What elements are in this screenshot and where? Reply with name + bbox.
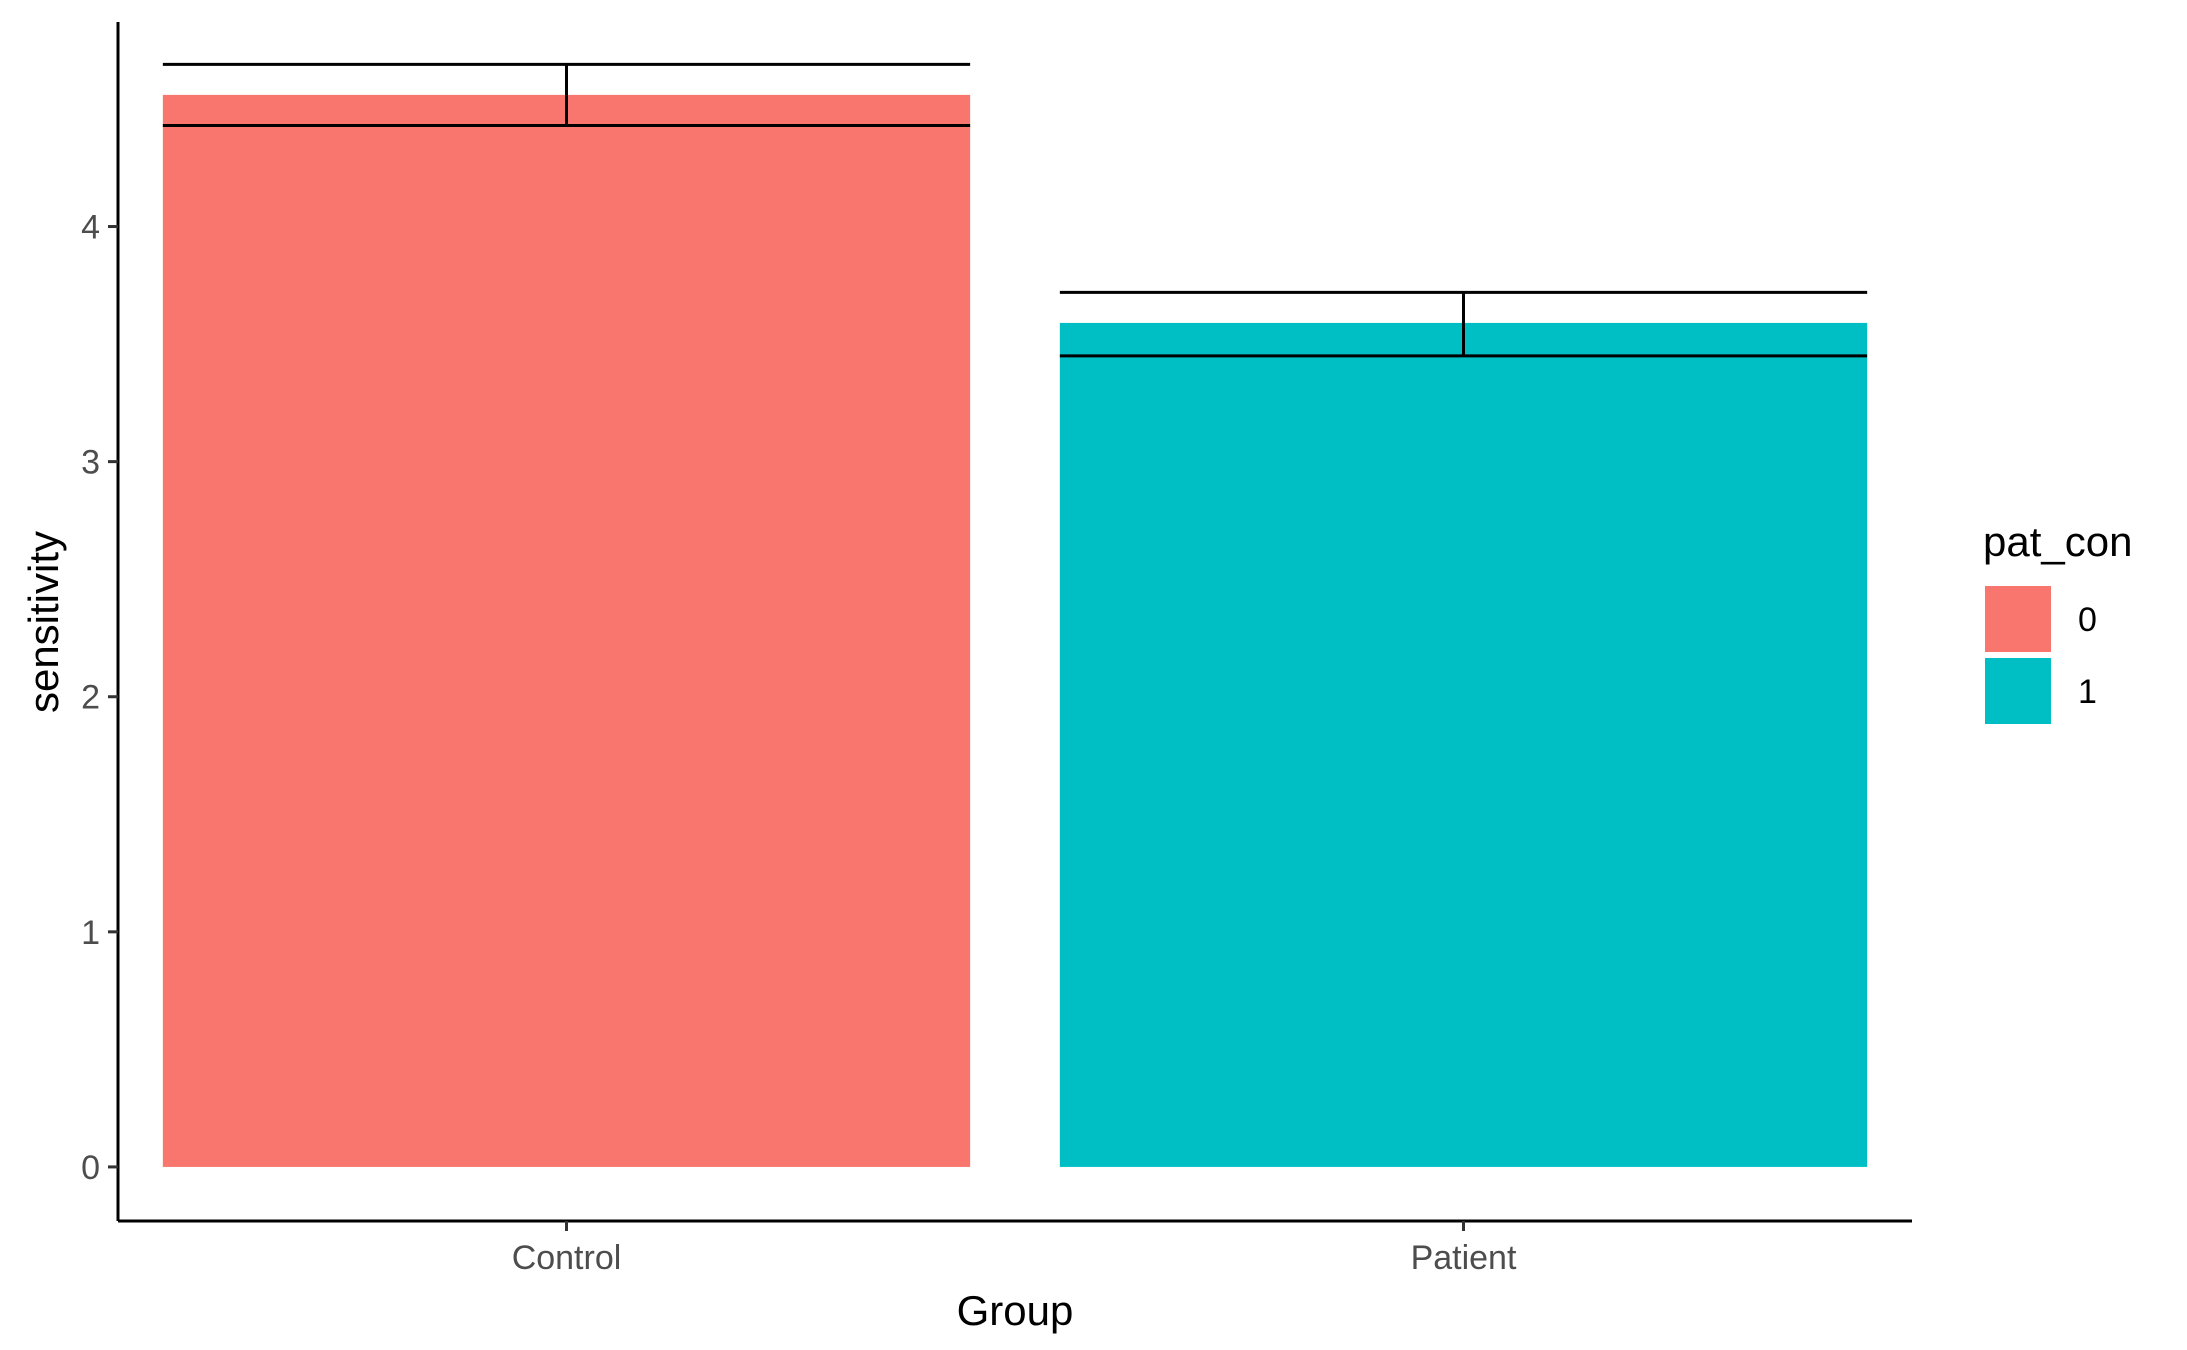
bar-patient [1059, 322, 1868, 1167]
y-tick-label: 0 [81, 1149, 100, 1187]
y-tick-label: 2 [81, 679, 100, 717]
legend-entries: 01 [1985, 586, 2097, 724]
y-tick-label: 3 [81, 444, 100, 482]
y-axis-title: sensitivity [20, 531, 67, 713]
legend-key [1985, 586, 2051, 652]
legend-key [1985, 658, 2051, 724]
axes-layer [116, 22, 1912, 1223]
x-tick-label: Control [512, 1239, 622, 1277]
y-tick-label: 1 [81, 914, 100, 952]
error-bars-layer [162, 62, 1868, 358]
x-tick-label: Patient [1411, 1239, 1517, 1277]
legend-label: 0 [2078, 601, 2097, 639]
error-bar-control [162, 62, 971, 127]
legend-entry-0: 0 [1985, 586, 2097, 652]
error-bar-patient [1059, 290, 1868, 358]
x-ticks-layer: Control Patient [512, 1221, 1517, 1277]
bars-layer [162, 94, 1868, 1167]
x-axis-title: Group [957, 1287, 1074, 1334]
legend: pat_con 01 [1983, 518, 2132, 724]
bar-control [162, 94, 971, 1167]
legend-title: pat_con [1983, 518, 2132, 565]
legend-label: 1 [2078, 673, 2097, 711]
legend-entry-1: 1 [1985, 658, 2097, 724]
y-ticks-layer: 0 1 2 3 4 [81, 209, 118, 1187]
y-tick-label: 4 [81, 209, 100, 247]
